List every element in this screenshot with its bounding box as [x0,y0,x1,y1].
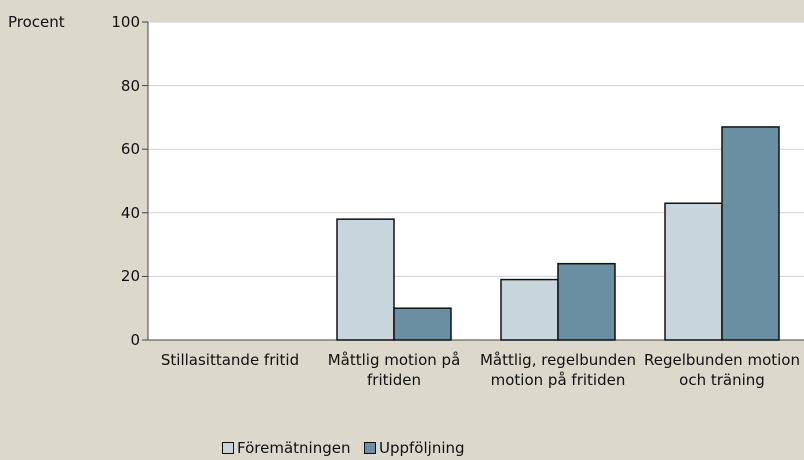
bar [336,218,395,341]
bar [664,202,723,341]
legend-item: Uppföljning [364,438,465,458]
legend-swatch [222,442,234,454]
legend-label: Uppföljning [379,439,465,457]
y-tick-label: 80 [120,76,140,95]
x-tick-label: Stillasittande fritid [160,351,300,369]
x-tick-label: Måttlig, regelbunden motion på fritiden [479,351,637,389]
bar [393,307,452,341]
legend-label: Föremätningen [237,439,351,457]
legend-item: Föremätningen [222,438,350,458]
y-tick-label: 0 [130,331,140,349]
y-tick-label: 60 [120,140,140,159]
y-tick-label: 40 [120,203,140,222]
x-tick-label: Måttlig motion på fritiden [327,351,461,389]
y-tick-label: 100 [111,13,140,31]
bar [500,278,559,341]
y-tick-label: 20 [120,267,140,286]
bar [721,126,780,341]
legend-swatch [364,442,376,454]
y-axis-label: Procent [8,13,65,31]
bar [557,262,616,341]
x-tick-label: Regelbunden motion och träning [644,351,800,389]
